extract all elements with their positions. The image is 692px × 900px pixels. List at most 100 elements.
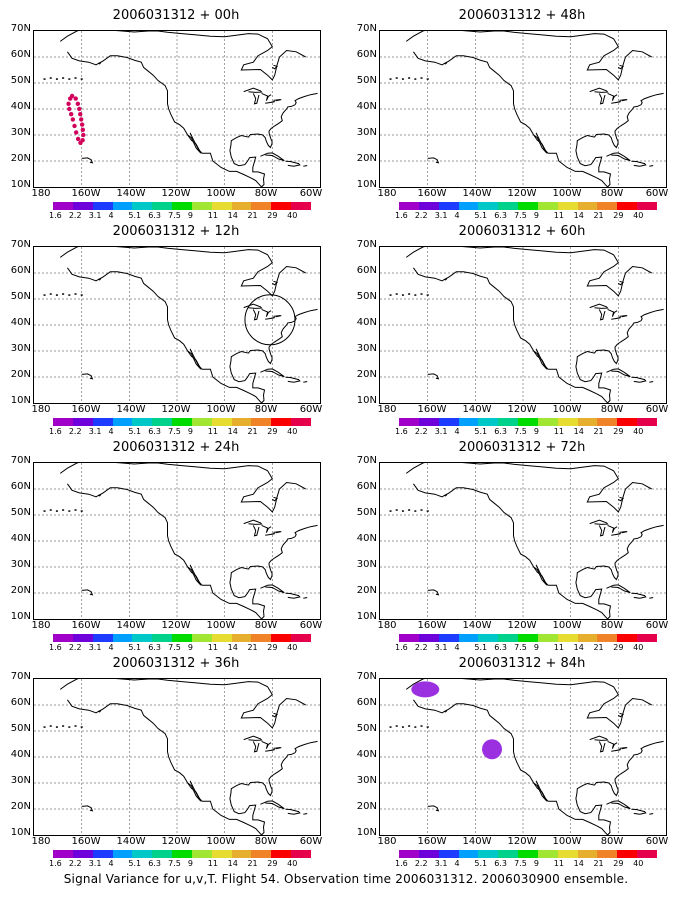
latitude-label: 10N	[10, 179, 31, 190]
map-panel	[33, 678, 321, 836]
colorbar-swatch	[478, 202, 499, 210]
longitude-label: 140W	[116, 836, 146, 847]
colorbar-swatch	[637, 634, 657, 642]
island-mark	[55, 726, 58, 728]
coastline	[285, 160, 301, 167]
colorbar-swatch	[291, 850, 311, 858]
coastline	[631, 160, 647, 167]
coastline	[265, 317, 275, 320]
colorbar-label: 3.1	[88, 859, 102, 868]
coastline	[66, 51, 262, 187]
coastline	[98, 709, 103, 713]
colorbar-label: 29	[613, 211, 624, 220]
coastline	[59, 247, 306, 297]
colorbar-label: 1.6	[395, 427, 408, 436]
coastline	[607, 740, 618, 749]
colorbar-swatch	[132, 418, 153, 426]
map-panel	[379, 246, 667, 404]
colorbar-label: 3.1	[434, 859, 448, 868]
colorbar-swatch	[557, 202, 578, 210]
figure-caption: Signal Variance for u,v,T. Flight 54. Ob…	[63, 872, 629, 886]
latitude-label: 60N	[10, 697, 31, 708]
island-mark	[43, 78, 46, 80]
coastline	[606, 800, 631, 810]
longitude-label: 100W	[552, 188, 582, 199]
coastline	[229, 524, 318, 619]
latitude-label: 70N	[10, 23, 31, 34]
latitude-label: 50N	[356, 507, 377, 518]
longitude-label: 160W	[417, 188, 447, 199]
colorbar-swatch	[557, 634, 578, 642]
coastline	[427, 373, 440, 380]
colorbar-swatch	[458, 418, 479, 426]
longitude-label: 160W	[71, 620, 101, 631]
coastline	[412, 699, 608, 835]
colorbar-swatch	[112, 634, 133, 642]
island-mark	[68, 510, 71, 512]
island-mark	[401, 726, 404, 728]
colorbar-swatch	[597, 202, 618, 210]
coastline	[589, 735, 609, 741]
map-canvas	[34, 247, 320, 403]
colorbar-swatch	[478, 850, 499, 858]
latitude-label: 30N	[10, 775, 31, 786]
colorbar-label: 4	[454, 211, 460, 220]
longitude-label: 80W	[254, 836, 278, 847]
latitude-label: 60N	[10, 265, 31, 276]
coastline	[229, 92, 318, 187]
coastline	[405, 463, 652, 513]
colorbar	[399, 634, 657, 642]
colorbar-swatch	[172, 850, 192, 858]
colorbar	[399, 202, 657, 210]
latitude-label: 20N	[10, 369, 31, 380]
colorbar-swatch	[518, 850, 538, 858]
island-mark	[414, 510, 417, 512]
longitude-label: 120W	[507, 404, 537, 415]
island-mark	[420, 509, 423, 511]
island-mark	[420, 77, 423, 79]
colorbar-label: 21	[593, 643, 604, 652]
colorbar-label: 6.3	[494, 643, 507, 652]
longitude-label: 80W	[600, 620, 624, 631]
island-mark	[80, 78, 83, 80]
colorbar-label: 5.1	[474, 427, 488, 436]
observation-dot	[68, 112, 74, 117]
longitude-label: 140W	[116, 404, 146, 415]
longitude-label: 80W	[600, 188, 624, 199]
colorbar-swatch	[597, 634, 618, 642]
colorbar-label: 7.5	[514, 643, 527, 652]
map-canvas	[34, 679, 320, 835]
panel-title: 2006031312 + 24h	[112, 440, 240, 455]
coastline	[229, 740, 318, 835]
colorbar-swatch	[92, 202, 113, 210]
latitude-label: 40N	[10, 317, 31, 328]
colorbar-swatch	[557, 418, 578, 426]
map-canvas	[34, 31, 320, 187]
colorbar-swatch	[271, 202, 292, 210]
colorbar-label: 40	[633, 427, 644, 436]
colorbar-swatch	[438, 418, 459, 426]
colorbar-label: 14	[227, 211, 238, 220]
colorbar-label: 2.2	[414, 427, 428, 436]
colorbar-swatch	[231, 202, 252, 210]
island-mark	[43, 510, 46, 512]
coastline	[265, 101, 275, 104]
longitude-label: 160W	[417, 404, 447, 415]
colorbar-label: 14	[573, 859, 584, 868]
map-panel	[379, 678, 667, 836]
island-mark	[401, 294, 404, 296]
colorbar-swatch	[211, 202, 232, 210]
colorbar-label: 6.3	[148, 427, 161, 436]
coastline	[618, 496, 625, 502]
colorbar-swatch	[152, 634, 173, 642]
colorbar-swatch	[92, 418, 113, 426]
colorbar-swatch	[53, 634, 73, 642]
coastline	[427, 805, 440, 812]
colorbar-swatch	[478, 418, 499, 426]
longitude-label: 180	[377, 188, 397, 199]
colorbar-label: 29	[267, 859, 278, 868]
coastline	[252, 93, 260, 105]
coastline	[66, 483, 262, 619]
coastline	[66, 267, 262, 403]
island-mark	[62, 293, 65, 295]
